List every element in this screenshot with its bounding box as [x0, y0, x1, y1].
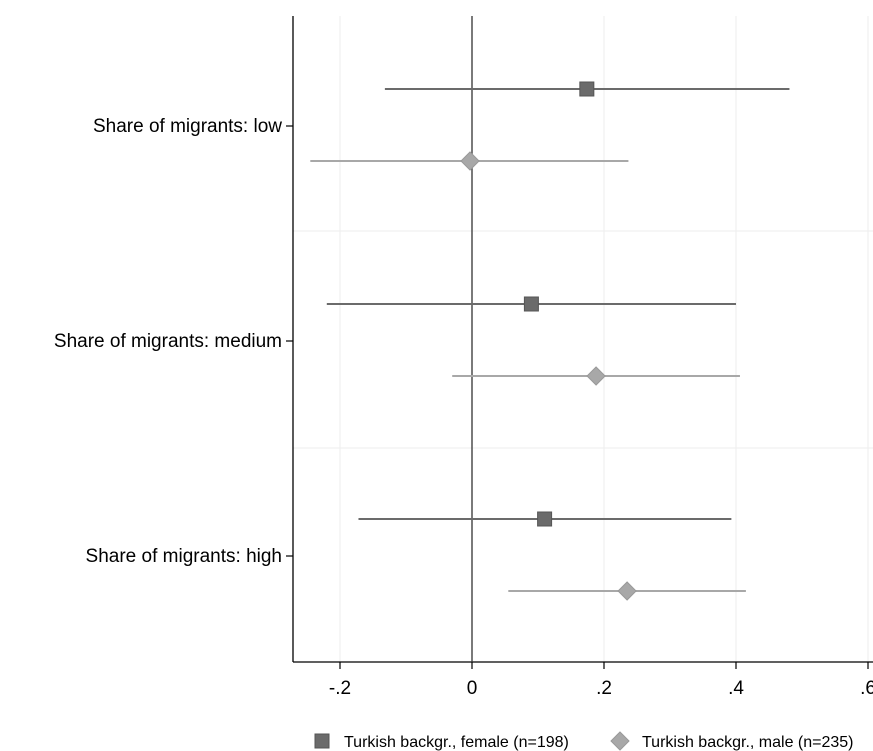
diamond-marker	[586, 366, 606, 386]
category-label: Share of migrants: medium	[54, 331, 282, 352]
x-tick-label: .2	[596, 678, 612, 699]
legend-label: Turkish backgr., male (n=235)	[642, 734, 854, 751]
gridlines	[293, 16, 873, 662]
square-marker	[537, 511, 553, 527]
square-marker	[314, 733, 330, 749]
axes: -.2 0 .2 .4 .6 Share of migrants: low Share of…	[54, 16, 873, 699]
diamond-marker	[610, 731, 630, 751]
legend: Turkish backgr., female (n=198) Turkish b…	[314, 731, 854, 751]
x-tick-label: 0	[467, 678, 478, 699]
diamond-marker	[460, 151, 480, 171]
series-diamond	[310, 151, 746, 601]
category-label: Share of migrants: low	[93, 116, 282, 137]
x-tick-label: .6	[860, 678, 873, 699]
series-layer	[310, 81, 790, 601]
x-tick-label: .4	[728, 678, 744, 699]
square-marker	[523, 296, 539, 312]
diamond-marker	[617, 581, 637, 601]
series-square	[326, 81, 790, 527]
square-marker	[579, 81, 595, 97]
legend-label: Turkish backgr., female (n=198)	[344, 734, 569, 751]
x-tick-label: -.2	[329, 678, 351, 699]
category-label: Share of migrants: high	[86, 546, 282, 567]
